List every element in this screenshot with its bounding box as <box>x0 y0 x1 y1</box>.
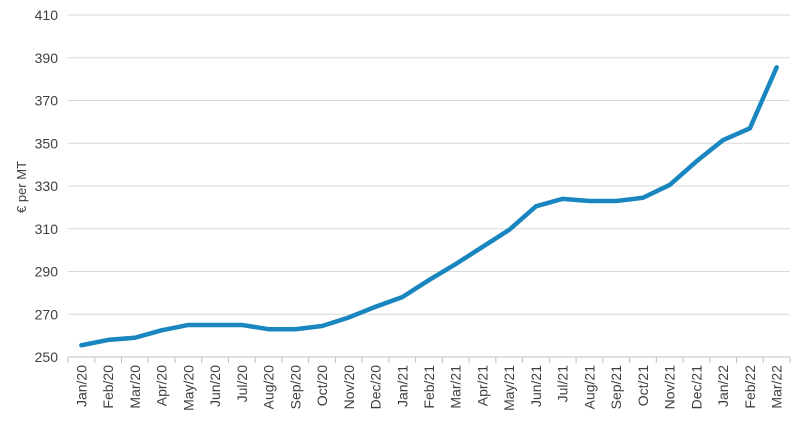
x-tick-label: Dec/20 <box>368 365 384 410</box>
data-point <box>560 196 565 201</box>
data-point <box>346 315 351 320</box>
data-point <box>533 204 538 209</box>
x-tick-label: May/20 <box>180 365 196 411</box>
data-point <box>132 335 137 340</box>
x-tick-label: Sep/21 <box>608 365 624 410</box>
data-point <box>721 138 726 143</box>
data-point <box>320 324 325 329</box>
series-group <box>79 65 779 348</box>
x-tick-label: Mar/21 <box>448 365 464 409</box>
data-point <box>373 304 378 309</box>
data-point <box>774 65 779 70</box>
x-tick-label: Jun/20 <box>207 365 223 407</box>
x-axis <box>67 356 791 363</box>
data-point <box>186 322 191 327</box>
data-point <box>614 198 619 203</box>
data-point <box>106 337 111 342</box>
x-tick-label: Feb/20 <box>100 365 116 409</box>
data-point <box>587 198 592 203</box>
data-point <box>159 328 164 333</box>
x-tick-label: Feb/22 <box>742 365 758 409</box>
y-axis-title: € per MT <box>14 161 29 213</box>
x-tick-label: Jan/21 <box>394 365 410 407</box>
data-point <box>694 159 699 164</box>
data-point <box>453 262 458 267</box>
data-point <box>79 343 84 348</box>
y-tick-label: 330 <box>35 178 59 194</box>
y-axis-tick-labels: 250 270 290 310 330 350 370 390 410 <box>35 7 59 365</box>
x-tick-label: Feb/21 <box>421 365 437 409</box>
x-tick-label: Apr/21 <box>474 365 490 406</box>
y-tick-label: 390 <box>35 50 59 66</box>
x-axis-tick-labels: Jan/20 Feb/20 Mar/20 Apr/20 May/20 Jun/20 Jul/… <box>73 365 784 411</box>
data-point <box>480 244 485 249</box>
x-tick-label: Oct/20 <box>314 365 330 406</box>
data-point <box>747 126 752 131</box>
data-point <box>293 327 298 332</box>
data-point <box>667 182 672 187</box>
x-tick-label: Jul/21 <box>555 365 571 403</box>
x-tick-label: Apr/20 <box>154 365 170 406</box>
y-tick-label: 410 <box>35 7 59 23</box>
x-tick-label: Jan/20 <box>73 365 89 407</box>
y-tick-label: 250 <box>35 349 59 365</box>
x-tick-label: Nov/20 <box>341 365 357 410</box>
x-tick-label: Oct/21 <box>635 365 651 406</box>
data-point <box>507 227 512 232</box>
data-point <box>640 195 645 200</box>
x-tick-label: Jan/22 <box>715 365 731 407</box>
x-tick-label: Mar/20 <box>127 365 143 409</box>
y-tick-label: 310 <box>35 221 59 237</box>
x-tick-label: Jun/21 <box>528 365 544 407</box>
x-tick-label: Sep/20 <box>287 365 303 410</box>
x-tick-label: Mar/22 <box>769 365 785 409</box>
x-tick-label: May/21 <box>501 365 517 411</box>
x-tick-label: Aug/20 <box>261 365 277 410</box>
data-point <box>427 278 431 283</box>
x-tick-label: Jul/20 <box>234 365 250 403</box>
x-tick-label: Dec/21 <box>688 365 704 410</box>
x-tick-label: Nov/21 <box>662 365 678 410</box>
data-point <box>239 322 244 327</box>
x-tick-label: Aug/21 <box>581 365 597 410</box>
data-point <box>266 327 271 332</box>
series-line <box>79 65 779 348</box>
y-tick-label: 350 <box>35 135 59 151</box>
y-tick-label: 270 <box>35 306 59 322</box>
data-point <box>213 322 218 327</box>
y-tick-label: 290 <box>35 264 59 280</box>
data-point <box>400 295 405 300</box>
y-tick-label: 370 <box>35 93 59 109</box>
gridlines <box>68 14 790 315</box>
